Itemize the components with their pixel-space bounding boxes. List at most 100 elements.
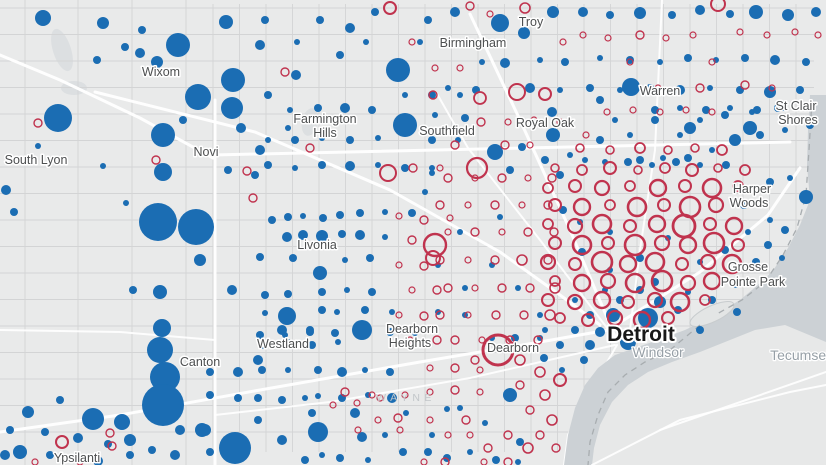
data-point-red[interactable] bbox=[376, 394, 384, 402]
data-point-blue[interactable] bbox=[799, 190, 813, 204]
data-point-blue[interactable] bbox=[318, 161, 326, 169]
data-point-blue[interactable] bbox=[697, 117, 703, 123]
data-point-blue[interactable] bbox=[365, 457, 371, 463]
data-point-blue[interactable] bbox=[185, 84, 211, 110]
data-point-blue[interactable] bbox=[636, 254, 644, 262]
data-point-red[interactable] bbox=[618, 254, 638, 274]
data-point-red[interactable] bbox=[107, 441, 117, 451]
data-point-blue[interactable] bbox=[315, 393, 321, 399]
data-point-blue[interactable] bbox=[412, 330, 418, 336]
data-point-blue[interactable] bbox=[278, 396, 286, 404]
data-point-blue[interactable] bbox=[357, 432, 367, 442]
data-point-blue[interactable] bbox=[727, 105, 733, 111]
data-point-red[interactable] bbox=[702, 231, 726, 255]
data-point-red[interactable] bbox=[76, 458, 84, 465]
data-point-red[interactable] bbox=[592, 290, 612, 310]
data-point-red[interactable] bbox=[105, 428, 115, 438]
data-point-blue[interactable] bbox=[234, 394, 242, 402]
data-point-red[interactable] bbox=[768, 84, 776, 92]
data-point-red[interactable] bbox=[548, 198, 562, 212]
data-point-blue[interactable] bbox=[356, 209, 364, 217]
data-point-red[interactable] bbox=[522, 442, 534, 454]
data-point-blue[interactable] bbox=[424, 16, 432, 24]
data-point-blue[interactable] bbox=[516, 438, 524, 446]
data-point-blue[interactable] bbox=[497, 214, 503, 220]
data-point-red[interactable] bbox=[662, 34, 670, 42]
data-point-blue[interactable] bbox=[702, 106, 710, 114]
data-point-red[interactable] bbox=[603, 108, 611, 116]
data-point-blue[interactable] bbox=[561, 58, 569, 66]
data-point-blue[interactable] bbox=[291, 70, 301, 80]
data-point-red[interactable] bbox=[354, 426, 362, 434]
data-point-blue[interactable] bbox=[796, 86, 804, 94]
data-point-red[interactable] bbox=[648, 178, 668, 198]
data-point-blue[interactable] bbox=[219, 15, 233, 29]
data-point-red[interactable] bbox=[443, 173, 453, 183]
data-point-red[interactable] bbox=[539, 389, 551, 401]
data-point-red[interactable] bbox=[623, 233, 647, 257]
data-point-blue[interactable] bbox=[457, 229, 463, 235]
data-point-blue[interactable] bbox=[787, 175, 793, 181]
data-point-blue[interactable] bbox=[151, 56, 163, 68]
data-point-blue[interactable] bbox=[506, 166, 514, 174]
data-point-red[interactable] bbox=[516, 254, 528, 266]
data-point-red[interactable] bbox=[396, 426, 404, 434]
data-point-blue[interactable] bbox=[684, 154, 692, 162]
data-point-red[interactable] bbox=[456, 64, 464, 72]
data-point-red[interactable] bbox=[280, 67, 290, 77]
data-point-blue[interactable] bbox=[313, 266, 327, 280]
data-point-blue[interactable] bbox=[429, 165, 435, 171]
data-point-red[interactable] bbox=[679, 274, 697, 292]
data-point-red[interactable] bbox=[497, 173, 507, 183]
data-point-blue[interactable] bbox=[518, 143, 526, 151]
data-point-blue[interactable] bbox=[147, 337, 173, 363]
data-point-red[interactable] bbox=[568, 179, 582, 193]
data-point-blue[interactable] bbox=[219, 432, 251, 464]
data-point-red[interactable] bbox=[379, 164, 397, 182]
data-point-blue[interactable] bbox=[338, 230, 346, 238]
data-point-blue[interactable] bbox=[129, 286, 137, 294]
data-point-red[interactable] bbox=[419, 311, 429, 321]
data-point-red[interactable] bbox=[731, 238, 745, 252]
data-point-red[interactable] bbox=[498, 228, 506, 236]
data-point-red[interactable] bbox=[515, 380, 525, 390]
data-point-blue[interactable] bbox=[651, 116, 659, 124]
data-point-blue[interactable] bbox=[194, 254, 206, 266]
data-point-blue[interactable] bbox=[135, 48, 145, 58]
data-point-blue[interactable] bbox=[308, 422, 328, 442]
data-point-blue[interactable] bbox=[345, 161, 355, 171]
data-point-blue[interactable] bbox=[298, 230, 308, 240]
data-point-blue[interactable] bbox=[649, 162, 655, 168]
data-point-blue[interactable] bbox=[334, 309, 340, 315]
data-point-blue[interactable] bbox=[262, 310, 268, 316]
data-point-red[interactable] bbox=[699, 294, 711, 306]
data-point-blue[interactable] bbox=[233, 367, 243, 377]
data-point-red[interactable] bbox=[450, 385, 460, 395]
data-point-red[interactable] bbox=[242, 166, 252, 176]
data-point-blue[interactable] bbox=[586, 84, 594, 92]
data-point-blue[interactable] bbox=[124, 434, 136, 446]
data-point-blue[interactable] bbox=[277, 325, 287, 335]
data-point-red[interactable] bbox=[420, 458, 428, 465]
data-point-red[interactable] bbox=[471, 174, 479, 182]
data-point-red[interactable] bbox=[431, 64, 439, 72]
data-point-blue[interactable] bbox=[634, 7, 646, 19]
data-point-blue[interactable] bbox=[138, 26, 146, 34]
data-point-blue[interactable] bbox=[178, 209, 214, 245]
data-point-blue[interactable] bbox=[572, 297, 578, 303]
data-point-blue[interactable] bbox=[268, 216, 276, 224]
data-point-red[interactable] bbox=[556, 118, 564, 126]
data-point-red[interactable] bbox=[663, 145, 673, 155]
data-point-blue[interactable] bbox=[537, 57, 543, 63]
data-point-blue[interactable] bbox=[696, 326, 704, 334]
data-point-blue[interactable] bbox=[597, 55, 603, 61]
data-point-red[interactable] bbox=[654, 84, 662, 92]
data-point-red[interactable] bbox=[491, 310, 501, 320]
data-point-red[interactable] bbox=[653, 234, 671, 252]
data-point-red[interactable] bbox=[554, 312, 566, 324]
data-point-red[interactable] bbox=[702, 271, 722, 291]
data-point-blue[interactable] bbox=[316, 230, 328, 242]
data-point-red[interactable] bbox=[546, 414, 558, 426]
data-point-blue[interactable] bbox=[361, 306, 369, 314]
